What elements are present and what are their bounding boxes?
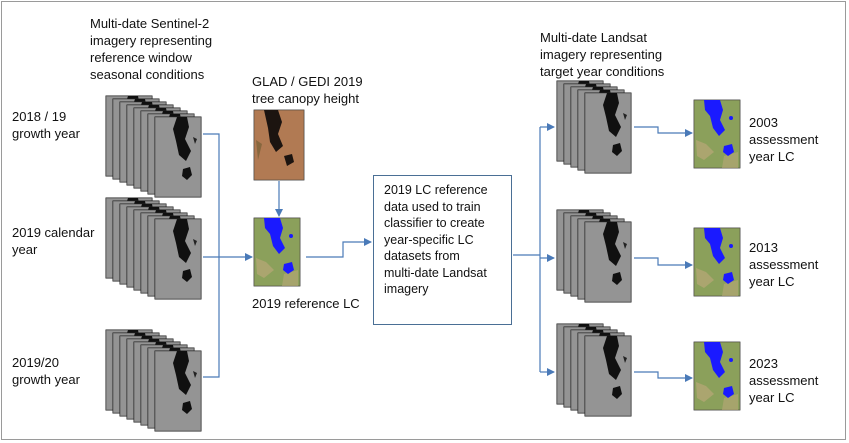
arrow-to-output-2023 xyxy=(634,371,693,382)
sentinel-stack-2019-20 xyxy=(105,329,202,432)
landsat-stack-2003 xyxy=(556,80,632,174)
output-label-2013: 2013 assessment year LC xyxy=(749,240,819,289)
landsat-stack-2013 xyxy=(556,209,632,303)
landsat-header: Multi-date Landsat imagery representing … xyxy=(540,30,665,79)
reference-lc-image xyxy=(253,217,301,287)
year-label-2018-19: 2018 / 19 growth year xyxy=(12,109,80,141)
process-box: 2019 LC reference data used to train cla… xyxy=(373,175,512,325)
output-lc-2003 xyxy=(693,99,741,169)
year-label-2019-20: 2019/20 growth year xyxy=(12,355,80,387)
glad-header: GLAD / GEDI 2019 tree canopy height xyxy=(252,74,363,106)
output-label-2023: 2023 assessment year LC xyxy=(749,356,819,405)
output-lc-2023 xyxy=(693,341,741,411)
sentinel-stack-2019-calendar xyxy=(105,197,202,300)
arrow-from-2019-20 xyxy=(203,257,220,378)
sentinel-stack-2018-19 xyxy=(105,95,202,198)
output-label-2003: 2003 assessment year LC xyxy=(749,115,819,164)
sentinel-header: Multi-date Sentinel-2 imagery representi… xyxy=(90,16,213,82)
year-label-2019-calendar: 2019 calendar year xyxy=(12,225,95,257)
canopy-height-image xyxy=(253,109,305,181)
output-lc-2013 xyxy=(693,227,741,297)
arrow-reference-to-process xyxy=(306,238,372,258)
landsat-stack-2023 xyxy=(556,323,632,417)
connector-arrows xyxy=(203,123,693,382)
arrow-to-output-2003 xyxy=(634,126,693,137)
arrow-from-2018-19 xyxy=(203,133,220,257)
reference-lc-label: 2019 reference LC xyxy=(252,296,360,311)
arrow-to-output-2013 xyxy=(634,257,693,269)
